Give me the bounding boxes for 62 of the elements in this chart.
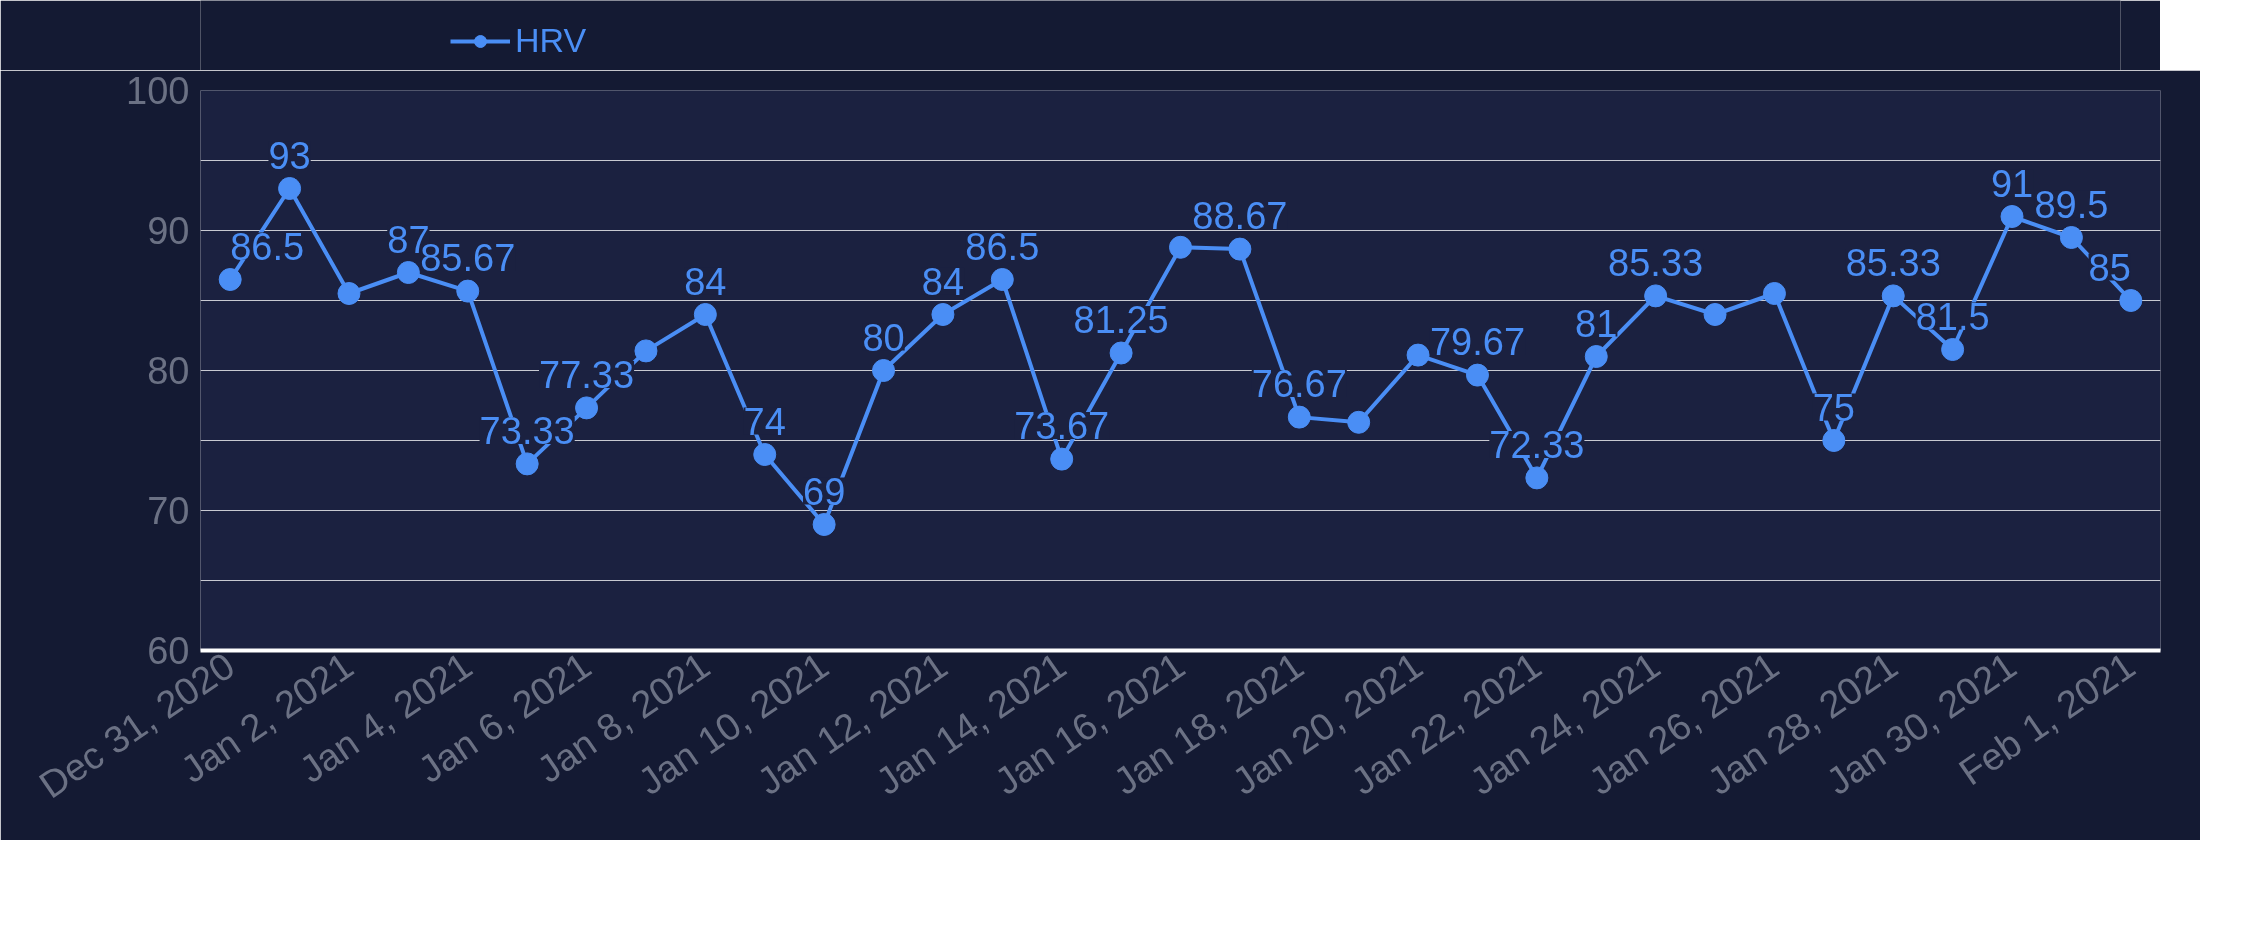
data-label: 85.33	[1845, 241, 1941, 284]
data-label: 72.33	[1489, 423, 1585, 466]
data-label: 89.5	[2034, 183, 2109, 226]
data-label: 73.33	[479, 409, 575, 452]
point	[1941, 338, 1965, 361]
data-label: 81	[1575, 302, 1618, 345]
data-label: 91	[1990, 162, 2034, 205]
data-label: 81.5	[1915, 295, 1990, 338]
point	[1822, 429, 1846, 452]
data-label: 77.33	[539, 353, 635, 396]
point	[812, 513, 836, 536]
point	[1881, 284, 1905, 308]
point	[575, 396, 599, 420]
point	[1050, 447, 1074, 471]
point	[872, 359, 896, 382]
point	[1169, 235, 1192, 259]
point	[2000, 205, 2024, 228]
data-label: 79.67	[1429, 321, 1526, 364]
point	[1525, 466, 1549, 490]
y-tick-label: 70	[147, 490, 190, 532]
data-label: 84	[684, 260, 727, 303]
point	[1347, 410, 1371, 434]
point	[1762, 282, 1786, 305]
y-tick-label: 90	[147, 210, 190, 252]
point	[2119, 289, 2143, 312]
point	[456, 279, 480, 303]
point	[634, 339, 658, 363]
data-label: 80	[862, 316, 905, 359]
point	[1465, 363, 1489, 387]
point	[753, 443, 777, 466]
y-tick-label: 80	[147, 350, 190, 392]
point	[931, 303, 955, 326]
point	[515, 452, 539, 476]
data-label: 69	[803, 470, 846, 513]
data-label: 75	[1812, 386, 1855, 429]
data-label: 85	[2088, 246, 2131, 289]
y-tick-label: 100	[126, 70, 190, 112]
data-label: 93	[268, 134, 311, 177]
point	[1109, 341, 1133, 365]
point	[337, 282, 361, 305]
data-label: 81.25	[1073, 299, 1169, 341]
point	[278, 177, 302, 200]
data-label: 73.67	[1014, 405, 1110, 448]
data-label: 74	[743, 400, 786, 443]
point	[218, 268, 242, 291]
point	[693, 303, 717, 326]
point	[1406, 343, 1430, 367]
point	[1644, 284, 1668, 308]
legend-label: HRV	[515, 21, 587, 60]
data-label: 76.67	[1251, 363, 1347, 406]
point	[1703, 303, 1727, 326]
data-label: 86.5	[230, 225, 305, 268]
data-label: 86.5	[965, 225, 1040, 268]
point	[1228, 237, 1252, 261]
data-label: 84	[921, 260, 965, 303]
point	[396, 261, 420, 284]
data-label: 88.67	[1192, 195, 1288, 238]
point	[1584, 345, 1608, 368]
point	[990, 268, 1014, 291]
point	[1287, 405, 1311, 429]
point	[2059, 226, 2083, 249]
data-label: 85.33	[1608, 241, 1704, 284]
